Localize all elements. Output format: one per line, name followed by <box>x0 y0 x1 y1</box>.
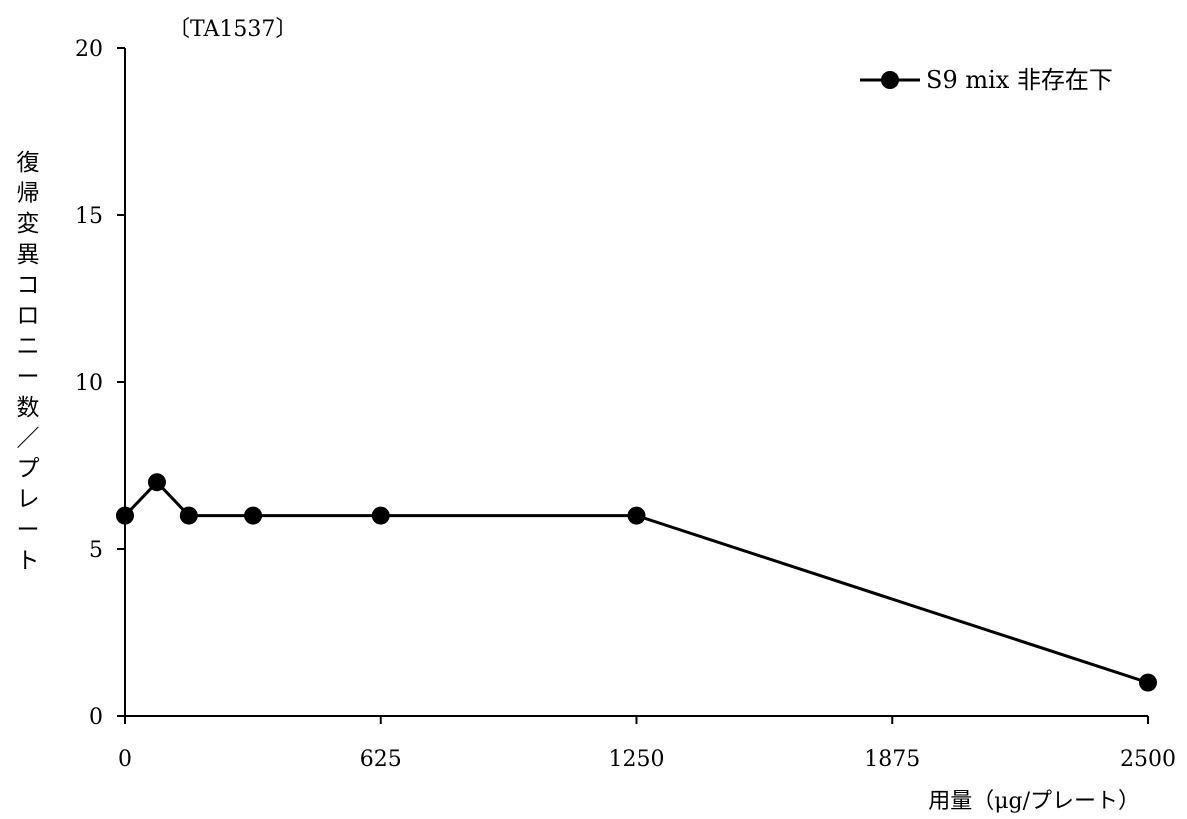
y-axis-label-char: 帰 <box>17 181 40 207</box>
x-ticks: 0 625 1250 1875 2500 <box>118 716 1176 772</box>
x-tick-label: 0 <box>118 747 132 772</box>
y-tick-label: 0 <box>89 705 103 730</box>
legend-swatch-marker <box>881 71 899 89</box>
x-tick-label: 1875 <box>864 747 920 772</box>
y-axis-label-char: 異 <box>17 242 40 268</box>
y-axis-label-char: ト <box>17 548 40 574</box>
y-axis-label-char: コ <box>17 272 40 298</box>
y-tick-label: 15 <box>75 204 103 229</box>
chart-title: 〔TA1537〕 <box>168 17 297 42</box>
y-tick-label: 20 <box>75 37 103 62</box>
y-axis-label-char: 数 <box>17 395 40 421</box>
x-axis-label: 用量（μg/プレート） <box>928 789 1140 814</box>
data-point <box>116 506 134 525</box>
x-tick-label: 1250 <box>609 747 665 772</box>
y-axis-label-char: ニ <box>17 334 40 360</box>
x-tick-label: 2500 <box>1120 747 1176 772</box>
data-point <box>179 506 198 525</box>
y-axis-label-char: ー <box>17 517 40 543</box>
data-point <box>1139 673 1157 692</box>
y-axis-label-char: 復 <box>17 150 40 176</box>
y-axis-label-char: 変 <box>17 211 40 237</box>
y-ticks: 0 5 10 15 20 <box>75 37 125 730</box>
y-tick-label: 10 <box>75 371 103 396</box>
y-axis-label-char: プ <box>17 456 40 482</box>
data-point <box>147 473 166 492</box>
x-tick-label: 625 <box>360 747 402 772</box>
data-point <box>244 506 263 525</box>
legend-label: S9 mix 非存在下 <box>926 66 1113 94</box>
series-layer <box>116 473 1157 692</box>
data-point <box>371 506 390 525</box>
data-point <box>627 506 646 525</box>
y-axis-label-char: ロ <box>17 303 40 329</box>
y-tick-label: 5 <box>89 538 103 563</box>
y-axis-label-char: レ <box>17 487 40 513</box>
y-axis-label-char: ー <box>17 364 40 390</box>
y-axis-label-char: ／ <box>17 425 40 451</box>
legend: S9 mix 非存在下 <box>860 66 1113 94</box>
